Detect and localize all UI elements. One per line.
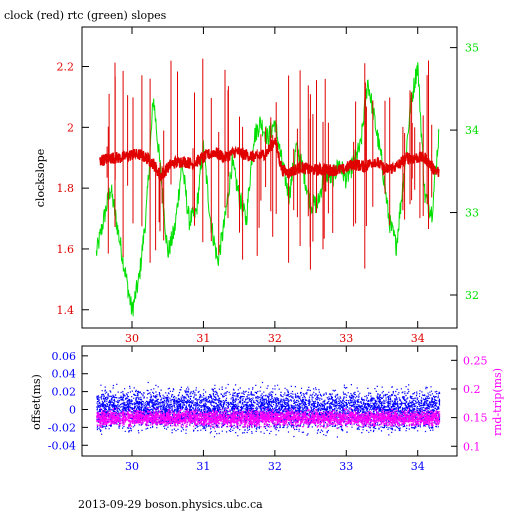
- top-axes: 30 31 32 33 34 1.4 1.6 1.8 2 2.2 32 33 34 35: [57, 27, 479, 345]
- top-x-tick-label: 32: [268, 332, 282, 345]
- top-y2-tick-label: 34: [465, 124, 479, 137]
- top-y-tick-label: 1.6: [57, 243, 75, 256]
- top-x-tick-label: 31: [196, 332, 210, 345]
- bottom-y-tick-label: 0.04: [52, 368, 77, 381]
- top-panel: 30 31 32 33 34 1.4 1.6 1.8 2 2.2 32 33 34 35 clockslo…: [34, 26, 479, 345]
- top-y-tick-label: 2: [67, 121, 74, 134]
- top-y-tick-label: 2.2: [57, 61, 75, 74]
- bottom-panel: 30 31 32 33 34 -0.04 -0.02 0 0.02 0.04 0.06 0.1 0.15…: [30, 345, 504, 473]
- top-y-label: clockslope: [34, 149, 47, 207]
- bottom-y-tick-label: 0.06: [52, 350, 77, 363]
- top-x-tick-label: 30: [125, 332, 139, 345]
- bottom-y2-label: rnd-trip(ms): [491, 368, 504, 436]
- bottom-axes: 30 31 32 33 34 -0.04 -0.02 0 0.02 0.04 0.06 0.1 0.15…: [48, 346, 488, 473]
- top-y-tick-label: 1.8: [57, 182, 75, 195]
- top-x-tick-label: 34: [411, 332, 425, 345]
- top-plot-frame: [81, 26, 458, 329]
- bottom-y-tick-label: -0.02: [48, 421, 76, 434]
- bottom-y2-tick-label: 0.2: [463, 383, 481, 396]
- offset-scatter-points: [96, 381, 441, 438]
- top-y2-tick-label: 35: [465, 42, 479, 55]
- bottom-data-layer: [96, 381, 441, 438]
- bottom-y2-tick-label: 0.15: [463, 412, 488, 425]
- top-x-tick-label: 33: [339, 332, 353, 345]
- rtc-series-line: [95, 62, 440, 317]
- bottom-y-tick-label: -0.04: [48, 439, 76, 452]
- bottom-x-tick-label: 30: [125, 460, 139, 473]
- bottom-x-tick-label: 32: [268, 460, 282, 473]
- bottom-plot-frame: [81, 345, 458, 457]
- top-y-tick-label: 1.4: [57, 304, 75, 317]
- bottom-x-tick-label: 34: [411, 460, 425, 473]
- bottom-x-tick-label: 31: [196, 460, 210, 473]
- roundtrip-scatter-points: [96, 407, 441, 430]
- bottom-y2-tick-label: 0.25: [463, 354, 488, 367]
- top-y2-tick-label: 32: [465, 289, 479, 302]
- footer-text: 2013-09-29 boson.physics.ubc.ca: [78, 498, 263, 511]
- bottom-x-tick-label: 33: [339, 460, 353, 473]
- bottom-y-tick-label: 0.02: [52, 386, 77, 399]
- bottom-y-label: offset(ms): [30, 374, 43, 430]
- chart-title: clock (red) rtc (green) slopes: [4, 9, 167, 22]
- bottom-y2-tick-label: 0.1: [463, 440, 481, 453]
- bottom-y-tick-label: 0: [69, 403, 76, 416]
- top-data-layer: [95, 58, 440, 317]
- clock-series-line: [99, 137, 440, 181]
- top-y2-tick-label: 33: [465, 207, 479, 220]
